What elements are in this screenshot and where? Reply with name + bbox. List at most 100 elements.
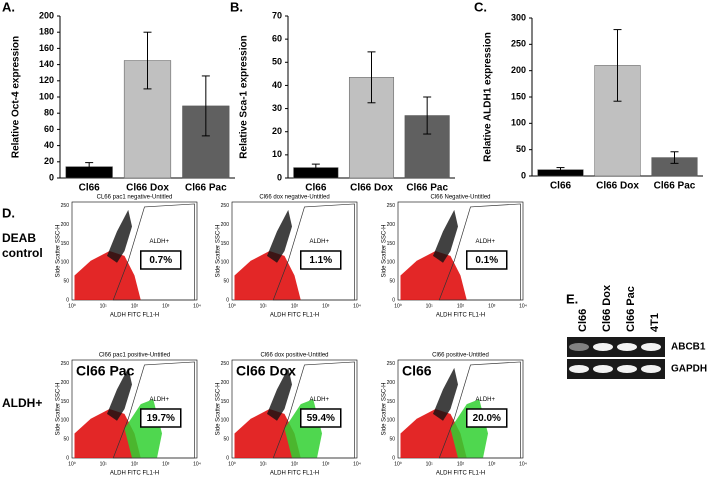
gate — [112, 361, 195, 459]
x-axis-label: ALDH FITC FL1-H — [270, 313, 319, 319]
y-tick-label: 20 — [272, 126, 282, 136]
gel-band — [641, 365, 661, 373]
x-tick-label: Cl66 Dox — [126, 183, 169, 194]
red-population — [234, 251, 301, 300]
y-axis-label: Side Scatter SSC-H — [216, 382, 222, 435]
x-tick-label: Cl66 — [79, 183, 101, 194]
percent: 0.7% — [149, 255, 172, 266]
row-label: ALDH+ — [2, 396, 42, 410]
lane-label: Cl66 — [577, 309, 589, 332]
percent-box — [300, 408, 342, 428]
sample-label: Cl66 Pac — [76, 363, 135, 379]
y-tick-label: 200 — [61, 380, 70, 386]
y-tick-label: 100 — [39, 91, 54, 101]
y-tick-label: 250 — [221, 203, 230, 209]
row-label: DEAB — [2, 231, 36, 245]
panel-label: D. — [2, 205, 15, 220]
x-tick-label: 10³ — [162, 461, 170, 467]
lane-label: Cl66 Pac — [625, 286, 637, 332]
lane-label: 4T1 — [649, 313, 661, 332]
y-tick-label: 50 — [223, 278, 229, 284]
x-tick-label: 10⁴ — [353, 303, 361, 309]
y-tick-label: 250 — [221, 361, 230, 367]
y-axis-label: Side Scatter SSC-H — [382, 224, 388, 277]
percent: 20.0% — [473, 413, 501, 424]
y-tick-label: 50 — [272, 57, 282, 67]
x-tick-label: 10² — [457, 303, 465, 309]
black-population — [267, 367, 292, 421]
red-population — [74, 251, 141, 300]
x-tick-label: 10¹ — [426, 461, 434, 467]
panel-label: C. — [474, 0, 487, 14]
x-tick-label: 10² — [291, 461, 299, 467]
y-axis-label: Side Scatter SSC-H — [216, 224, 222, 277]
plot-title: Cl66 Negative-Untitled — [430, 195, 490, 201]
x-tick-label: 10⁰ — [68, 303, 76, 309]
x-axis-label: ALDH FITC FL1-H — [110, 313, 159, 319]
x-tick-label: 10⁰ — [228, 461, 236, 467]
y-tick-label: 200 — [387, 222, 396, 228]
y-tick-label: 40 — [272, 80, 282, 90]
percent: 1.1% — [309, 255, 332, 266]
x-tick-label: 10⁰ — [228, 303, 236, 309]
y-tick-label: 80 — [44, 108, 54, 118]
percent: 19.7% — [147, 413, 175, 424]
y-tick-label: 100 — [387, 418, 396, 424]
x-tick-label: 10³ — [162, 303, 170, 309]
x-tick-label: 10³ — [488, 303, 496, 309]
lane-label: Cl66 Dox — [601, 284, 613, 332]
y-tick-label: 300 — [511, 12, 526, 22]
percent: 59.4% — [307, 413, 335, 424]
x-tick-label: 10¹ — [100, 303, 108, 309]
x-axis-label: ALDH FITC FL1-H — [270, 471, 319, 477]
band-label: ABCB1 — [671, 342, 706, 353]
y-tick-label: 0 — [66, 297, 69, 303]
gate-label: ALDH+ — [150, 239, 170, 245]
y-tick-label: 180 — [39, 27, 54, 37]
x-tick-label: 10⁴ — [353, 461, 361, 467]
x-tick-label: 10⁴ — [193, 461, 201, 467]
y-tick-label: 10 — [272, 149, 282, 159]
y-axis-label: Relative ALDH1 expression — [483, 32, 494, 162]
y-tick-label: 150 — [221, 399, 230, 405]
x-tick-label: Cl66 Pac — [654, 181, 696, 192]
percent-box — [466, 408, 508, 428]
y-tick-label: 0 — [277, 172, 282, 182]
y-axis-label: Side Scatter SSC-H — [56, 224, 62, 277]
black-population — [107, 367, 132, 421]
y-tick-label: 200 — [221, 380, 230, 386]
panel-label: E. — [566, 291, 578, 306]
y-tick-label: 0 — [392, 297, 395, 303]
y-tick-label: 150 — [511, 91, 526, 101]
black-population — [433, 367, 458, 421]
gel-band — [641, 343, 661, 351]
y-tick-label: 100 — [61, 418, 70, 424]
gate-label: ALDH+ — [310, 239, 330, 245]
plot-title: Cl66 pac1 positive-Untitled — [99, 353, 170, 359]
gate-label: ALDH+ — [476, 239, 496, 245]
y-axis-label: Side Scatter SSC-H — [382, 382, 388, 435]
x-tick-label: 10³ — [322, 461, 330, 467]
x-axis-label: ALDH FITC FL1-H — [436, 471, 485, 477]
y-tick-label: 250 — [61, 203, 70, 209]
y-tick-label: 20 — [44, 156, 54, 166]
x-tick-label: 10² — [131, 303, 139, 309]
gel-band — [617, 343, 637, 351]
y-tick-label: 0 — [521, 170, 526, 180]
x-tick-label: 10¹ — [260, 303, 268, 309]
black-population — [267, 209, 292, 263]
x-tick-label: 10⁰ — [394, 461, 402, 467]
x-tick-label: Cl66 Pac — [185, 183, 227, 194]
y-tick-label: 0 — [66, 455, 69, 461]
percent-box — [140, 408, 182, 428]
y-tick-label: 200 — [61, 222, 70, 228]
panel-label: A. — [2, 0, 15, 14]
x-tick-label: Cl66 Dox — [350, 183, 393, 194]
x-tick-label: Cl66 Dox — [596, 181, 639, 192]
y-tick-label: 100 — [387, 260, 396, 266]
y-tick-label: 200 — [221, 222, 230, 228]
plot-title: Cl66 dox negative-Untitled — [259, 195, 329, 201]
x-tick-label: 10⁴ — [193, 303, 201, 309]
y-tick-label: 0 — [49, 172, 54, 182]
y-tick-label: 70 — [272, 10, 282, 20]
